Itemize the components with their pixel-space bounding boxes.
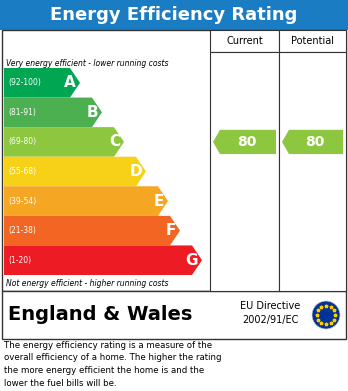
Text: C: C [109,135,120,149]
Text: (69-80): (69-80) [8,137,36,146]
Polygon shape [282,130,343,154]
Text: (81-91): (81-91) [8,108,36,117]
Text: (92-100): (92-100) [8,78,41,87]
Polygon shape [4,98,102,127]
Bar [2,30,346,291]
Text: (39-54): (39-54) [8,197,36,206]
Text: (21-38): (21-38) [8,226,36,235]
Text: Not energy efficient - higher running costs: Not energy efficient - higher running co… [6,278,168,287]
Text: The energy efficiency rating is a measure of the
overall efficiency of a home. T: The energy efficiency rating is a measur… [4,341,221,387]
Text: England & Wales: England & Wales [8,305,192,325]
Bar [279,52,346,291]
Bar [279,30,346,52]
Text: Very energy efficient - lower running costs: Very energy efficient - lower running co… [6,59,168,68]
Text: 80: 80 [237,135,256,149]
Text: Current: Current [226,36,263,46]
Bar [210,30,279,52]
Text: Potential: Potential [291,36,334,46]
Polygon shape [4,186,168,216]
Text: G: G [185,253,198,268]
Text: F: F [166,223,176,238]
Text: (55-68): (55-68) [8,167,36,176]
Text: E: E [153,194,164,208]
Polygon shape [4,246,202,275]
Text: A: A [64,75,76,90]
Bar [0,0,348,30]
Polygon shape [4,127,124,157]
Text: D: D [129,164,142,179]
Polygon shape [4,157,146,186]
Circle shape [312,301,340,329]
Bar [2,291,346,339]
Polygon shape [4,68,80,98]
Polygon shape [4,216,180,246]
Bar [210,52,279,291]
Text: (1-20): (1-20) [8,256,31,265]
Text: Energy Efficiency Rating: Energy Efficiency Rating [50,6,298,24]
Text: 80: 80 [305,135,324,149]
Text: EU Directive
2002/91/EC: EU Directive 2002/91/EC [240,301,300,325]
Text: B: B [86,105,98,120]
Polygon shape [213,130,276,154]
